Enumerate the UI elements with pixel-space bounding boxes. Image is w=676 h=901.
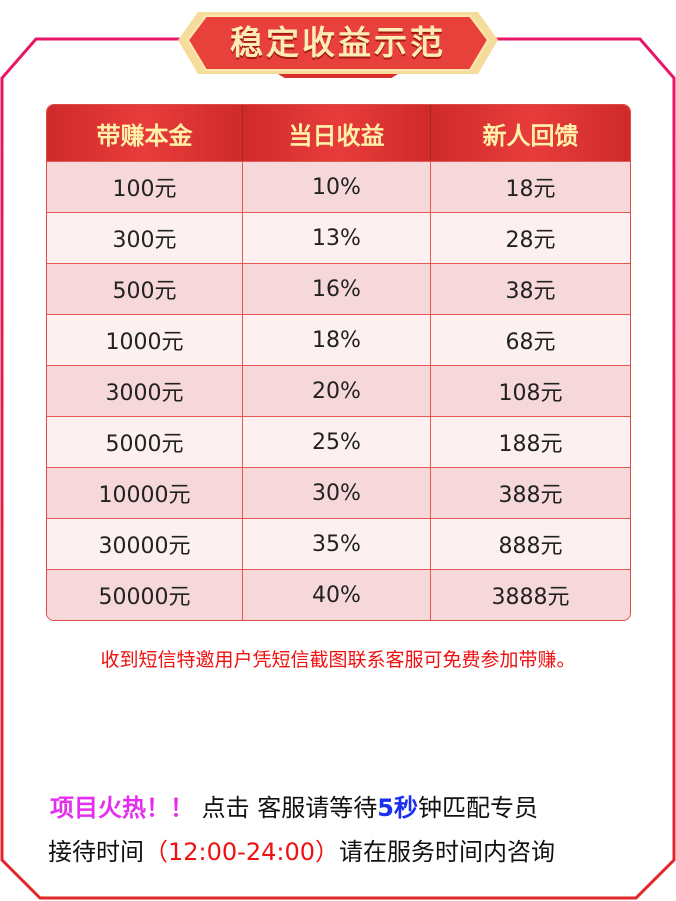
newcomer-bonus-cell: 888元 — [431, 518, 630, 569]
table-row: 50000元 40% 3888元 — [47, 569, 630, 620]
principal-cell: 50000元 — [47, 569, 243, 620]
newcomer-bonus-cell: 3888元 — [431, 569, 630, 620]
table-row: 5000元 25% 188元 — [47, 416, 630, 467]
principal-cell: 3000元 — [47, 365, 243, 416]
footer-line-2: 接待时间（12:00-24:00）请在服务时间内咨询 — [48, 832, 555, 867]
match-text: 钟匹配专员 — [417, 794, 538, 822]
click-label: 点击 — [201, 794, 250, 822]
customer-service-link[interactable]: 客服 — [257, 794, 306, 822]
daily-return-cell: 16% — [243, 263, 431, 314]
daily-return-cell: 40% — [243, 569, 431, 620]
table-row: 10000元 30% 388元 — [47, 467, 630, 518]
daily-return-cell: 20% — [243, 365, 431, 416]
sms-notice: 收到短信特邀用户凭短信截图联系客服可免费参加带赚。 — [100, 649, 576, 671]
newcomer-bonus-cell: 388元 — [431, 467, 630, 518]
table-row: 30000元 35% 888元 — [47, 518, 630, 569]
column-header-principal: 带赚本金 — [47, 105, 243, 161]
principal-cell: 1000元 — [47, 314, 243, 365]
newcomer-bonus-cell: 28元 — [431, 212, 630, 263]
newcomer-bonus-cell: 188元 — [431, 416, 630, 467]
daily-return-cell: 18% — [243, 314, 431, 365]
principal-cell: 300元 — [47, 212, 243, 263]
page-title: 稳定收益示范 — [230, 23, 446, 62]
title-banner: 稳定收益示范 — [158, 2, 518, 78]
service-hours: （12:00-24:00） — [144, 838, 339, 866]
daily-return-cell: 30% — [243, 467, 431, 518]
footer-line-1: 项目火热！！ 点击 客服请等待5秒钟匹配专员 — [50, 788, 538, 823]
hours-label: 接待时间 — [48, 838, 144, 866]
principal-cell: 500元 — [47, 263, 243, 314]
principal-cell: 5000元 — [47, 416, 243, 467]
hot-label: 项目火热！！ — [50, 794, 194, 822]
wait-text: 请等待 — [305, 794, 378, 822]
newcomer-bonus-cell: 38元 — [431, 263, 630, 314]
table-row: 300元 13% 28元 — [47, 212, 630, 263]
daily-return-cell: 13% — [243, 212, 431, 263]
seconds-highlight: 5秒 — [377, 794, 418, 822]
daily-return-cell: 35% — [243, 518, 431, 569]
table-header-row: 带赚本金 当日收益 新人回馈 — [47, 105, 630, 161]
newcomer-bonus-cell: 108元 — [431, 365, 630, 416]
principal-cell: 30000元 — [47, 518, 243, 569]
daily-return-cell: 25% — [243, 416, 431, 467]
table-row: 1000元 18% 68元 — [47, 314, 630, 365]
newcomer-bonus-cell: 18元 — [431, 161, 630, 212]
principal-cell: 100元 — [47, 161, 243, 212]
principal-cell: 10000元 — [47, 467, 243, 518]
column-header-newcomer-bonus: 新人回馈 — [431, 105, 630, 161]
table-row: 100元 10% 18元 — [47, 161, 630, 212]
table-row: 500元 16% 38元 — [47, 263, 630, 314]
column-header-daily-return: 当日收益 — [243, 105, 431, 161]
daily-return-cell: 10% — [243, 161, 431, 212]
earnings-table: 带赚本金 当日收益 新人回馈 100元 10% 18元 300元 13% 28元 500元 1… — [46, 104, 631, 621]
newcomer-bonus-cell: 68元 — [431, 314, 630, 365]
table-row: 3000元 20% 108元 — [47, 365, 630, 416]
hours-note: 请在服务时间内咨询 — [339, 838, 555, 866]
